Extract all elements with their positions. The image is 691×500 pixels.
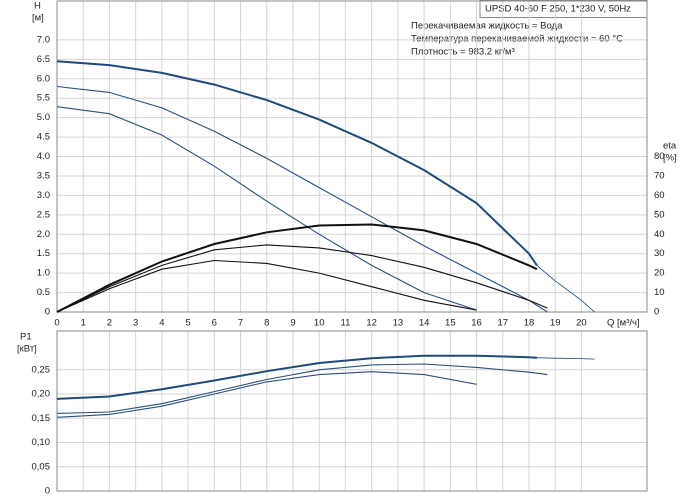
y-tick-label: 7.0 xyxy=(37,34,50,45)
x-tick-label: 6 xyxy=(212,318,217,329)
y-tick-label: 0,05 xyxy=(32,461,51,472)
y-tick-label: 1.5 xyxy=(37,248,50,259)
y-tick-label: 6.5 xyxy=(37,54,50,65)
series-line xyxy=(56,60,538,266)
x-axis-label: Q [м³/ч] xyxy=(607,318,640,329)
x-tick-label: 1 xyxy=(81,318,86,329)
y-tick-label: 5.5 xyxy=(37,93,50,104)
y2-tick-label: 60 xyxy=(654,190,665,201)
y-tick-label: 0,10 xyxy=(32,437,51,448)
x-tick-label: 20 xyxy=(576,318,587,329)
x-tick-label: 14 xyxy=(419,318,430,329)
x-tick-label: 17 xyxy=(497,318,508,329)
y-tick-label: 2.0 xyxy=(37,229,50,240)
y-tick-label: 3.5 xyxy=(37,170,50,181)
x-tick-label: 5 xyxy=(185,318,190,329)
y-axis-label: P1 xyxy=(20,332,32,343)
y-tick-label: 6.0 xyxy=(37,73,50,84)
y2-tick-label: 70 xyxy=(654,170,665,181)
y-tick-label: 0,20 xyxy=(32,389,51,400)
y-tick-label: 0.5 xyxy=(37,287,50,298)
series-line xyxy=(56,85,548,313)
x-tick-label: 10 xyxy=(314,318,325,329)
series-line xyxy=(56,371,477,418)
y2-tick-label: 10 xyxy=(654,287,665,298)
y-axis-unit: [кВт] xyxy=(17,344,37,355)
y-tick-label: 0 xyxy=(45,486,50,497)
y-tick-label: 2.5 xyxy=(37,209,50,220)
y-tick-label: 4.5 xyxy=(37,132,50,143)
x-tick-label: 19 xyxy=(550,318,561,329)
x-tick-label: 8 xyxy=(264,318,269,329)
y2-tick-label: 20 xyxy=(654,268,665,279)
series-line xyxy=(536,265,595,313)
series-line xyxy=(56,106,477,311)
y2-tick-label: 40 xyxy=(654,229,665,240)
series-line xyxy=(56,223,538,313)
y2-tick-label: 30 xyxy=(654,248,665,259)
series-line xyxy=(56,363,548,414)
plot-frame xyxy=(56,330,648,492)
y-axis-unit: [м] xyxy=(32,13,44,24)
x-tick-label: 9 xyxy=(290,318,295,329)
x-tick-label: 12 xyxy=(366,318,377,329)
y2-axis-label: eta xyxy=(663,141,677,152)
annotation: Температура перекачиваемой жидкости = 60… xyxy=(411,34,623,45)
series-line xyxy=(56,354,537,400)
x-tick-label: 2 xyxy=(107,318,112,329)
y-tick-label: 5.0 xyxy=(37,112,50,123)
series-line xyxy=(536,357,595,360)
y-tick-label: 3.0 xyxy=(37,190,50,201)
chart-title: UPSD 40-60 F 250, 1*230 V, 50Hz xyxy=(485,4,631,15)
x-tick-label: 16 xyxy=(471,318,482,329)
y2-tick-label: 80 xyxy=(654,151,665,162)
x-tick-label: 0 xyxy=(54,318,59,329)
y2-axis-unit: [%] xyxy=(663,153,677,164)
y2-tick-label: 0 xyxy=(654,307,659,318)
y-tick-label: 0,15 xyxy=(32,413,51,424)
y-axis-label: H xyxy=(34,1,41,12)
x-tick-label: 13 xyxy=(393,318,404,329)
annotation: Плотность = 983.2 кг/м³ xyxy=(411,47,515,58)
plot-frame xyxy=(56,0,648,313)
y-tick-label: 0,25 xyxy=(32,364,51,375)
series-line xyxy=(56,244,548,313)
y-tick-label: 4.0 xyxy=(37,151,50,162)
y-tick-label: 0 xyxy=(45,307,50,318)
x-tick-label: 4 xyxy=(159,318,164,329)
plot-layer: 0 1 2 3 4 5 6 7 8 9 10 11 12 13 14 15 16 17 18 19 2000.51.01… xyxy=(32,0,665,497)
x-tick-label: 3 xyxy=(133,318,138,329)
x-tick-label: 15 xyxy=(445,318,456,329)
x-tick-label: 18 xyxy=(524,318,535,329)
y-tick-label: 1.0 xyxy=(37,268,50,279)
x-tick-label: 11 xyxy=(341,318,351,329)
x-tick-label: 7 xyxy=(238,318,243,329)
series-line xyxy=(56,259,477,313)
y2-tick-label: 50 xyxy=(654,209,665,220)
annotation: Перекачиваемая жидкость = Вода xyxy=(411,21,563,32)
